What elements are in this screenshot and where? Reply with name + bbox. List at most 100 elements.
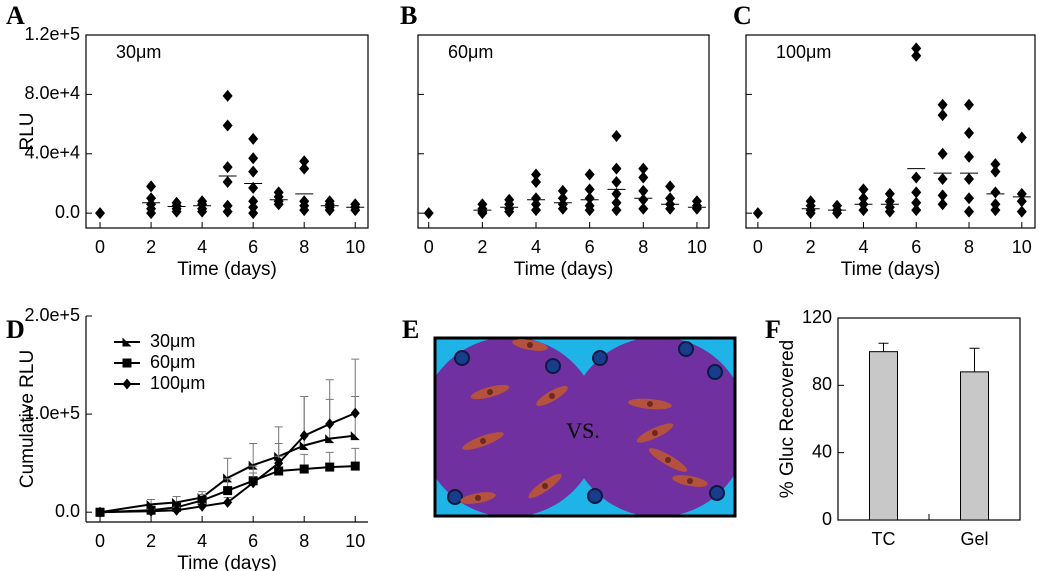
point [1016,195,1027,208]
beads [447,341,725,505]
point [911,204,922,217]
gel-region [568,339,734,515]
point [691,202,702,215]
point [611,162,622,175]
x-tick-label: 4 [197,531,207,551]
point [223,486,233,496]
point [146,207,157,220]
error-bar [325,379,334,424]
x-tick-label: TC [872,529,896,549]
point [990,158,1001,171]
legend-label: 30μm [150,331,195,351]
panel-letter: F [765,315,781,344]
point [611,204,622,217]
y-axis-label: % Gluc Recovered [777,340,798,498]
panel-letter: E [402,315,419,344]
legend-label: 100μm [150,373,205,393]
point [911,49,922,62]
x-tick-label: 10 [345,531,365,551]
point [964,98,975,111]
point [638,162,649,175]
point [805,207,816,220]
y-tick-label: 40 [812,441,832,461]
series-line [99,465,356,514]
point [937,147,948,160]
point [95,506,105,518]
point [222,175,233,188]
x-tick-label: 6 [248,237,258,257]
x-tick-label: 4 [858,237,868,257]
point [752,207,763,220]
point [1016,205,1027,218]
point [990,165,1001,178]
point [911,186,922,199]
point [584,183,595,196]
x-axis-label: Time (days) [841,259,941,280]
point [299,430,309,442]
point [531,204,542,217]
point [638,193,649,206]
y-tick-label: 8.0e+4 [24,83,80,103]
point [584,204,595,217]
x-tick-label: 0 [753,237,763,257]
point [274,457,284,469]
point [911,171,922,184]
point [911,196,922,209]
y-tick-label: 80 [812,374,832,394]
x-tick-label: 8 [299,531,309,551]
point [171,205,182,218]
point [858,204,869,217]
point [990,204,1001,217]
point [858,183,869,196]
y-tick-label: 1.2e+5 [24,24,80,44]
x-tick-label: 0 [95,237,105,257]
point [325,418,335,430]
x-tick-label: 2 [146,531,156,551]
legend-marker [122,337,132,347]
point [324,204,335,217]
error-bar [300,395,309,436]
point [531,168,542,181]
y-tick-label: 1.0e+5 [24,403,80,423]
point [638,171,649,184]
point [423,207,434,220]
x-tick-label: 8 [299,237,309,257]
point [611,187,622,200]
point [964,205,975,218]
y-axis-label: RLU [17,112,38,150]
point [248,132,259,145]
diagram: E VS. [402,315,737,518]
point [248,207,259,220]
plot-frame [417,34,710,229]
x-tick-label: 6 [911,237,921,257]
point [937,198,948,211]
point [638,184,649,197]
point [274,466,284,476]
point [884,205,895,218]
point [638,202,649,215]
point [937,189,948,202]
point [611,196,622,209]
annotation: 100μm [776,42,831,62]
y-tick-label: 0 [822,509,832,529]
point [95,207,106,220]
x-tick-label: 4 [531,237,541,257]
point [248,152,259,165]
vs-label: VS. [566,418,600,443]
y-tick-label: 120 [802,307,832,327]
bar [869,351,898,521]
point [299,204,310,217]
point [504,205,515,218]
y-tick-label: 0.0 [55,501,80,521]
point [172,504,182,516]
series-line [100,412,356,514]
annotation: 30μm [116,42,161,62]
panel-letter: C [733,1,752,30]
point [325,462,335,472]
x-tick-label: 2 [806,237,816,257]
error-bar [878,342,889,352]
point [299,162,310,175]
panel-letter: D [6,315,25,344]
point [937,98,948,111]
